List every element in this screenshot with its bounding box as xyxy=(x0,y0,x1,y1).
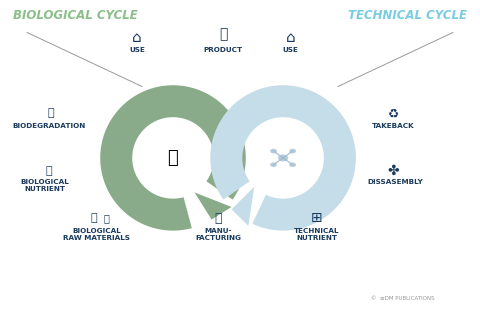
Circle shape xyxy=(289,149,296,153)
Text: DISSASEMBLY: DISSASEMBLY xyxy=(368,179,423,185)
Text: USE: USE xyxy=(282,47,298,53)
Text: 🏐: 🏐 xyxy=(103,213,109,223)
Text: BIOLOGICAL
RAW MATERIALS: BIOLOGICAL RAW MATERIALS xyxy=(63,228,130,241)
Text: TECHNICAL CYCLE: TECHNICAL CYCLE xyxy=(348,9,468,22)
Polygon shape xyxy=(210,85,356,231)
Text: ⌂: ⌂ xyxy=(132,30,142,45)
Text: BIODEGRADATION: BIODEGRADATION xyxy=(12,123,85,129)
Text: ♻: ♻ xyxy=(387,107,399,120)
Text: 🏭: 🏭 xyxy=(215,212,222,225)
Text: ⊞: ⊞ xyxy=(311,211,323,225)
Text: 🏛: 🏛 xyxy=(45,166,52,176)
Text: BIOLOGICAL CYCLE: BIOLOGICAL CYCLE xyxy=(12,9,137,22)
Text: USE: USE xyxy=(129,47,145,53)
Text: 🍄: 🍄 xyxy=(48,108,54,118)
Text: ⌂: ⌂ xyxy=(286,30,295,45)
Text: BIOLOGICAL
NUTRIENT: BIOLOGICAL NUTRIENT xyxy=(20,179,69,191)
Polygon shape xyxy=(232,187,254,226)
Text: PRODUCT: PRODUCT xyxy=(204,47,243,53)
Circle shape xyxy=(270,162,277,167)
Circle shape xyxy=(289,162,296,167)
Text: MANU-
FACTURING: MANU- FACTURING xyxy=(195,228,241,241)
Text: TAKEBACK: TAKEBACK xyxy=(372,123,414,129)
Circle shape xyxy=(278,154,288,161)
Text: ✤: ✤ xyxy=(387,164,399,178)
Polygon shape xyxy=(194,192,231,219)
Polygon shape xyxy=(100,85,246,231)
Text: TECHNICAL
NUTRIENT: TECHNICAL NUTRIENT xyxy=(294,228,339,241)
Circle shape xyxy=(270,149,277,153)
Text: 👕: 👕 xyxy=(219,27,228,41)
Text: ©  ≡DM PUBLICATIONS: © ≡DM PUBLICATIONS xyxy=(371,296,434,301)
Text: 🍃: 🍃 xyxy=(91,213,97,223)
Text: 🌿: 🌿 xyxy=(168,149,179,167)
